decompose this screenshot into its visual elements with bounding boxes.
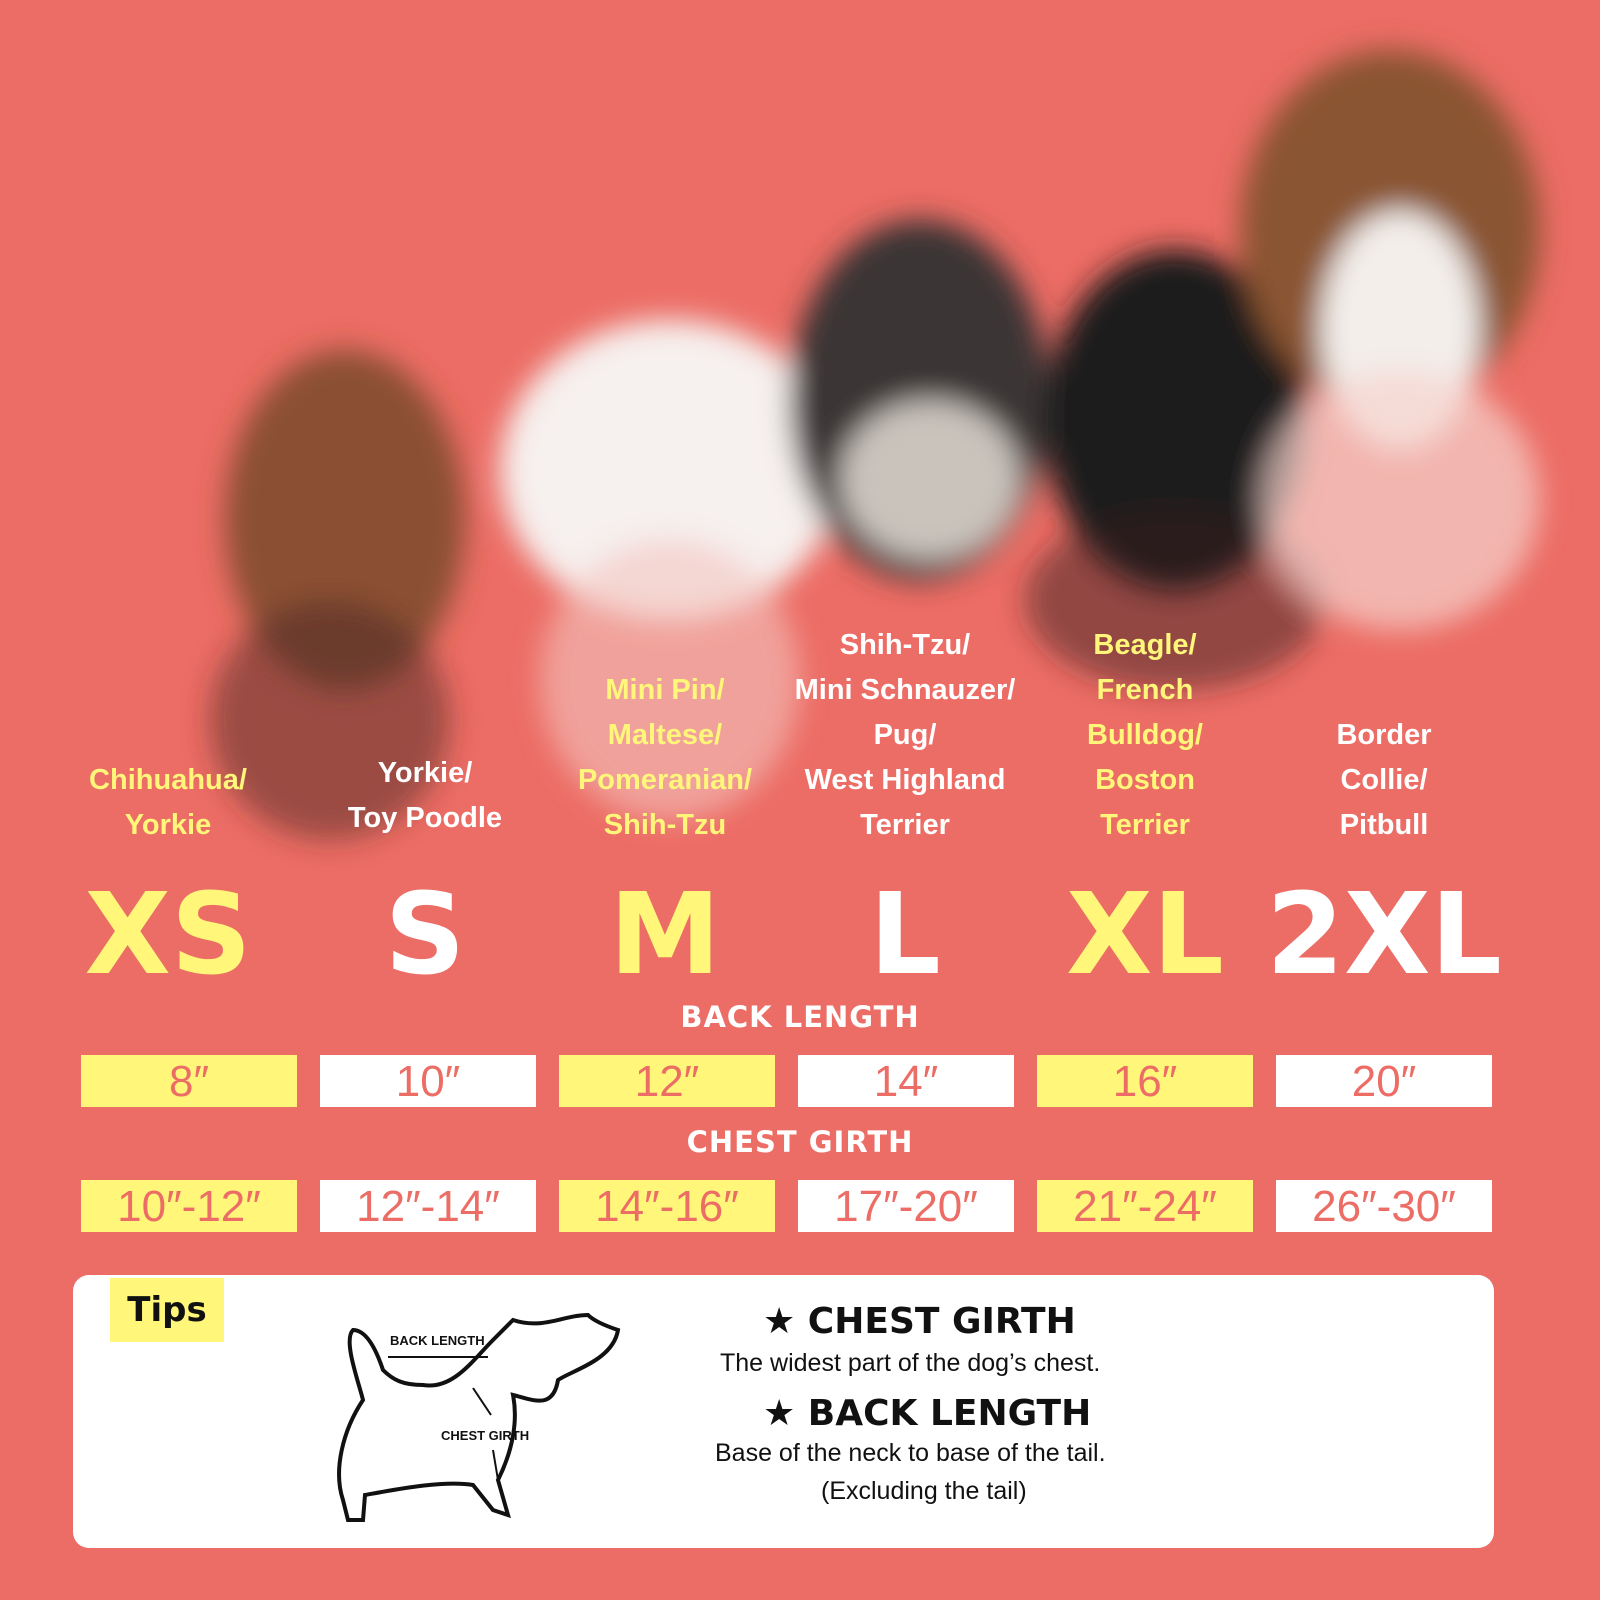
back-length-tip-heading: ★ BACK LENGTH — [763, 1393, 1092, 1434]
size-label: S — [384, 870, 466, 1000]
breed-name: Terrier — [1100, 809, 1190, 841]
breed-name: Pug/ — [873, 719, 937, 751]
size-label: M — [609, 870, 721, 1000]
breed-name: Border — [1336, 719, 1432, 751]
chest-girth-value: 12″-14″ — [320, 1180, 536, 1232]
breed-list: Beagle/French Bulldog/Boston Terrier — [1027, 623, 1263, 848]
chest-girth-value: 17″-20″ — [798, 1180, 1014, 1232]
breed-name: Beagle/ — [1093, 629, 1197, 661]
size-label: XL — [1066, 870, 1224, 1000]
french-bulldog-photo — [1045, 250, 1305, 590]
chest-girth-value: 26″-30″ — [1276, 1180, 1492, 1232]
back-length-value: 16″ — [1037, 1055, 1253, 1107]
size-label: 2XL — [1266, 870, 1502, 1000]
back-length-tip-note: (Excluding the tail) — [821, 1477, 1027, 1505]
breed-name: West Highland — [804, 764, 1006, 796]
chest-girth-value: 10″-12″ — [81, 1180, 297, 1232]
breed-name: Terrier — [860, 809, 950, 841]
breed-name: Mini Pin/ — [605, 674, 725, 706]
dog-measurement-diagram: BACK LENGTH CHEST GIRTH — [337, 1312, 621, 1522]
breed-name: Yorkie/ — [377, 757, 473, 789]
breed-name: Shih-Tzu — [603, 809, 727, 841]
back-length-value: 14″ — [798, 1055, 1014, 1107]
tips-panel: Tips BACK LENGTH CHEST GIRTH ★ CHEST GIR… — [73, 1275, 1494, 1548]
size-label: L — [869, 870, 941, 1000]
breed-name: Yorkie — [124, 809, 212, 841]
breed-name: French — [1096, 674, 1194, 706]
tips-label: Tips — [110, 1278, 224, 1342]
breed-name: Chihuahua/ — [89, 764, 247, 796]
size-label: XS — [84, 870, 252, 1000]
breed-name: Collie/ — [1340, 764, 1428, 796]
breed-name: Pitbull — [1339, 809, 1429, 841]
back-length-heading: BACK LENGTH — [680, 1000, 920, 1034]
back-length-value: 20″ — [1276, 1055, 1492, 1107]
back-length-value: 10″ — [320, 1055, 536, 1107]
chest-girth-tip-heading: ★ CHEST GIRTH — [763, 1301, 1076, 1342]
breed-list: Yorkie/Toy Poodle — [307, 751, 543, 841]
breed-list: Chihuahua/Yorkie — [50, 758, 286, 848]
breed-name: Toy Poodle — [347, 802, 503, 834]
back-length-tip-text: Base of the neck to base of the tail. — [715, 1439, 1106, 1467]
yorkie-photo — [225, 350, 465, 690]
breed-list: Border Collie/Pitbull — [1266, 713, 1502, 848]
breed-name: Bulldog/ — [1087, 719, 1203, 751]
back-length-value: 8″ — [81, 1055, 297, 1107]
breed-name: Pomeranian/ — [577, 764, 753, 796]
breed-name: Mini Schnauzer/ — [794, 674, 1016, 706]
chest-girth-heading: CHEST GIRTH — [686, 1125, 914, 1159]
chest-girth-value: 21″-24″ — [1037, 1180, 1253, 1232]
breed-list: Mini Pin/Maltese/Pomeranian/Shih-Tzu — [547, 668, 783, 848]
breed-list: Shih-Tzu/Mini Schnauzer/Pug/West Highlan… — [787, 623, 1023, 848]
breed-name: Maltese/ — [607, 719, 723, 751]
breed-name: Shih-Tzu/ — [839, 629, 971, 661]
diagram-back-length-label: BACK LENGTH — [390, 1333, 485, 1348]
chest-girth-value: 14″-16″ — [559, 1180, 775, 1232]
back-length-value: 12″ — [559, 1055, 775, 1107]
breed-name: Boston — [1095, 764, 1195, 796]
chest-girth-tip-text: The widest part of the dog’s chest. — [720, 1349, 1101, 1377]
bichon-photo — [500, 320, 840, 620]
diagram-chest-girth-label: CHEST GIRTH — [441, 1428, 529, 1443]
dog-photos — [210, 50, 1540, 840]
